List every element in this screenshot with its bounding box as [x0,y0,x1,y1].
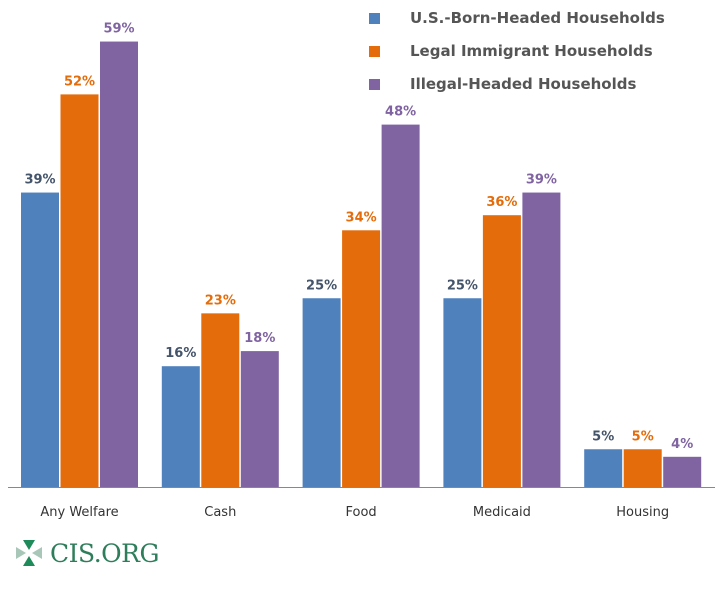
bar [443,298,482,487]
category-label: Medicaid [473,505,531,520]
value-label: 5% [632,429,654,444]
category-label: Cash [204,505,236,520]
legend-label: U.S.-Born-Headed Households [410,9,665,27]
value-label: 25% [447,278,478,293]
value-label: 18% [244,331,275,346]
bar [240,351,279,487]
bar [302,298,341,487]
value-label: 4% [671,437,693,452]
value-label: 34% [346,210,377,225]
value-label: 36% [486,195,517,210]
bar [100,41,138,488]
bar [21,192,59,488]
value-label: 25% [306,278,337,293]
bar [482,215,521,487]
value-label: 59% [103,22,134,37]
bar [342,230,381,488]
legend-label: Legal Immigrant Households [410,42,653,60]
bar [623,449,662,487]
legend-swatch [369,46,380,57]
cis-logo: CIS.ORG [14,538,159,568]
category-label: Housing [616,505,669,520]
cis-logo-icon [16,540,42,566]
value-labels-layer: 39% 52% 59% 16% 23% 18% 25% 34% 48% 25% 36% 39% 5% 5%… [24,22,693,452]
bar [201,313,240,487]
bar [522,192,561,488]
value-label: 39% [526,173,557,188]
value-label: 23% [205,293,236,308]
legend-swatch [369,13,380,24]
value-label: 5% [592,429,614,444]
value-label: 52% [64,74,95,89]
value-label: 16% [165,346,196,361]
bar [161,366,200,487]
value-label: 39% [24,173,55,188]
bar [381,124,420,487]
bar-chart: 39% 52% 59% 16% 23% 18% 25% 34% 48% 25% 36% 39% 5% 5%… [8,9,715,520]
value-label: 48% [385,105,416,120]
legend: U.S.-Born-Headed Households Legal Immigra… [369,9,665,93]
bar [663,456,702,487]
cis-logo-text: CIS.ORG [50,538,159,568]
category-label: Food [346,505,377,520]
category-labels-layer: Any Welfare Cash Food Medicaid Housing [40,505,669,520]
bar [584,449,623,487]
category-label: Any Welfare [40,505,118,520]
bars-layer [21,41,702,488]
legend-label: Illegal-Headed Households [410,75,636,93]
legend-swatch [369,79,380,90]
bar [60,94,99,488]
